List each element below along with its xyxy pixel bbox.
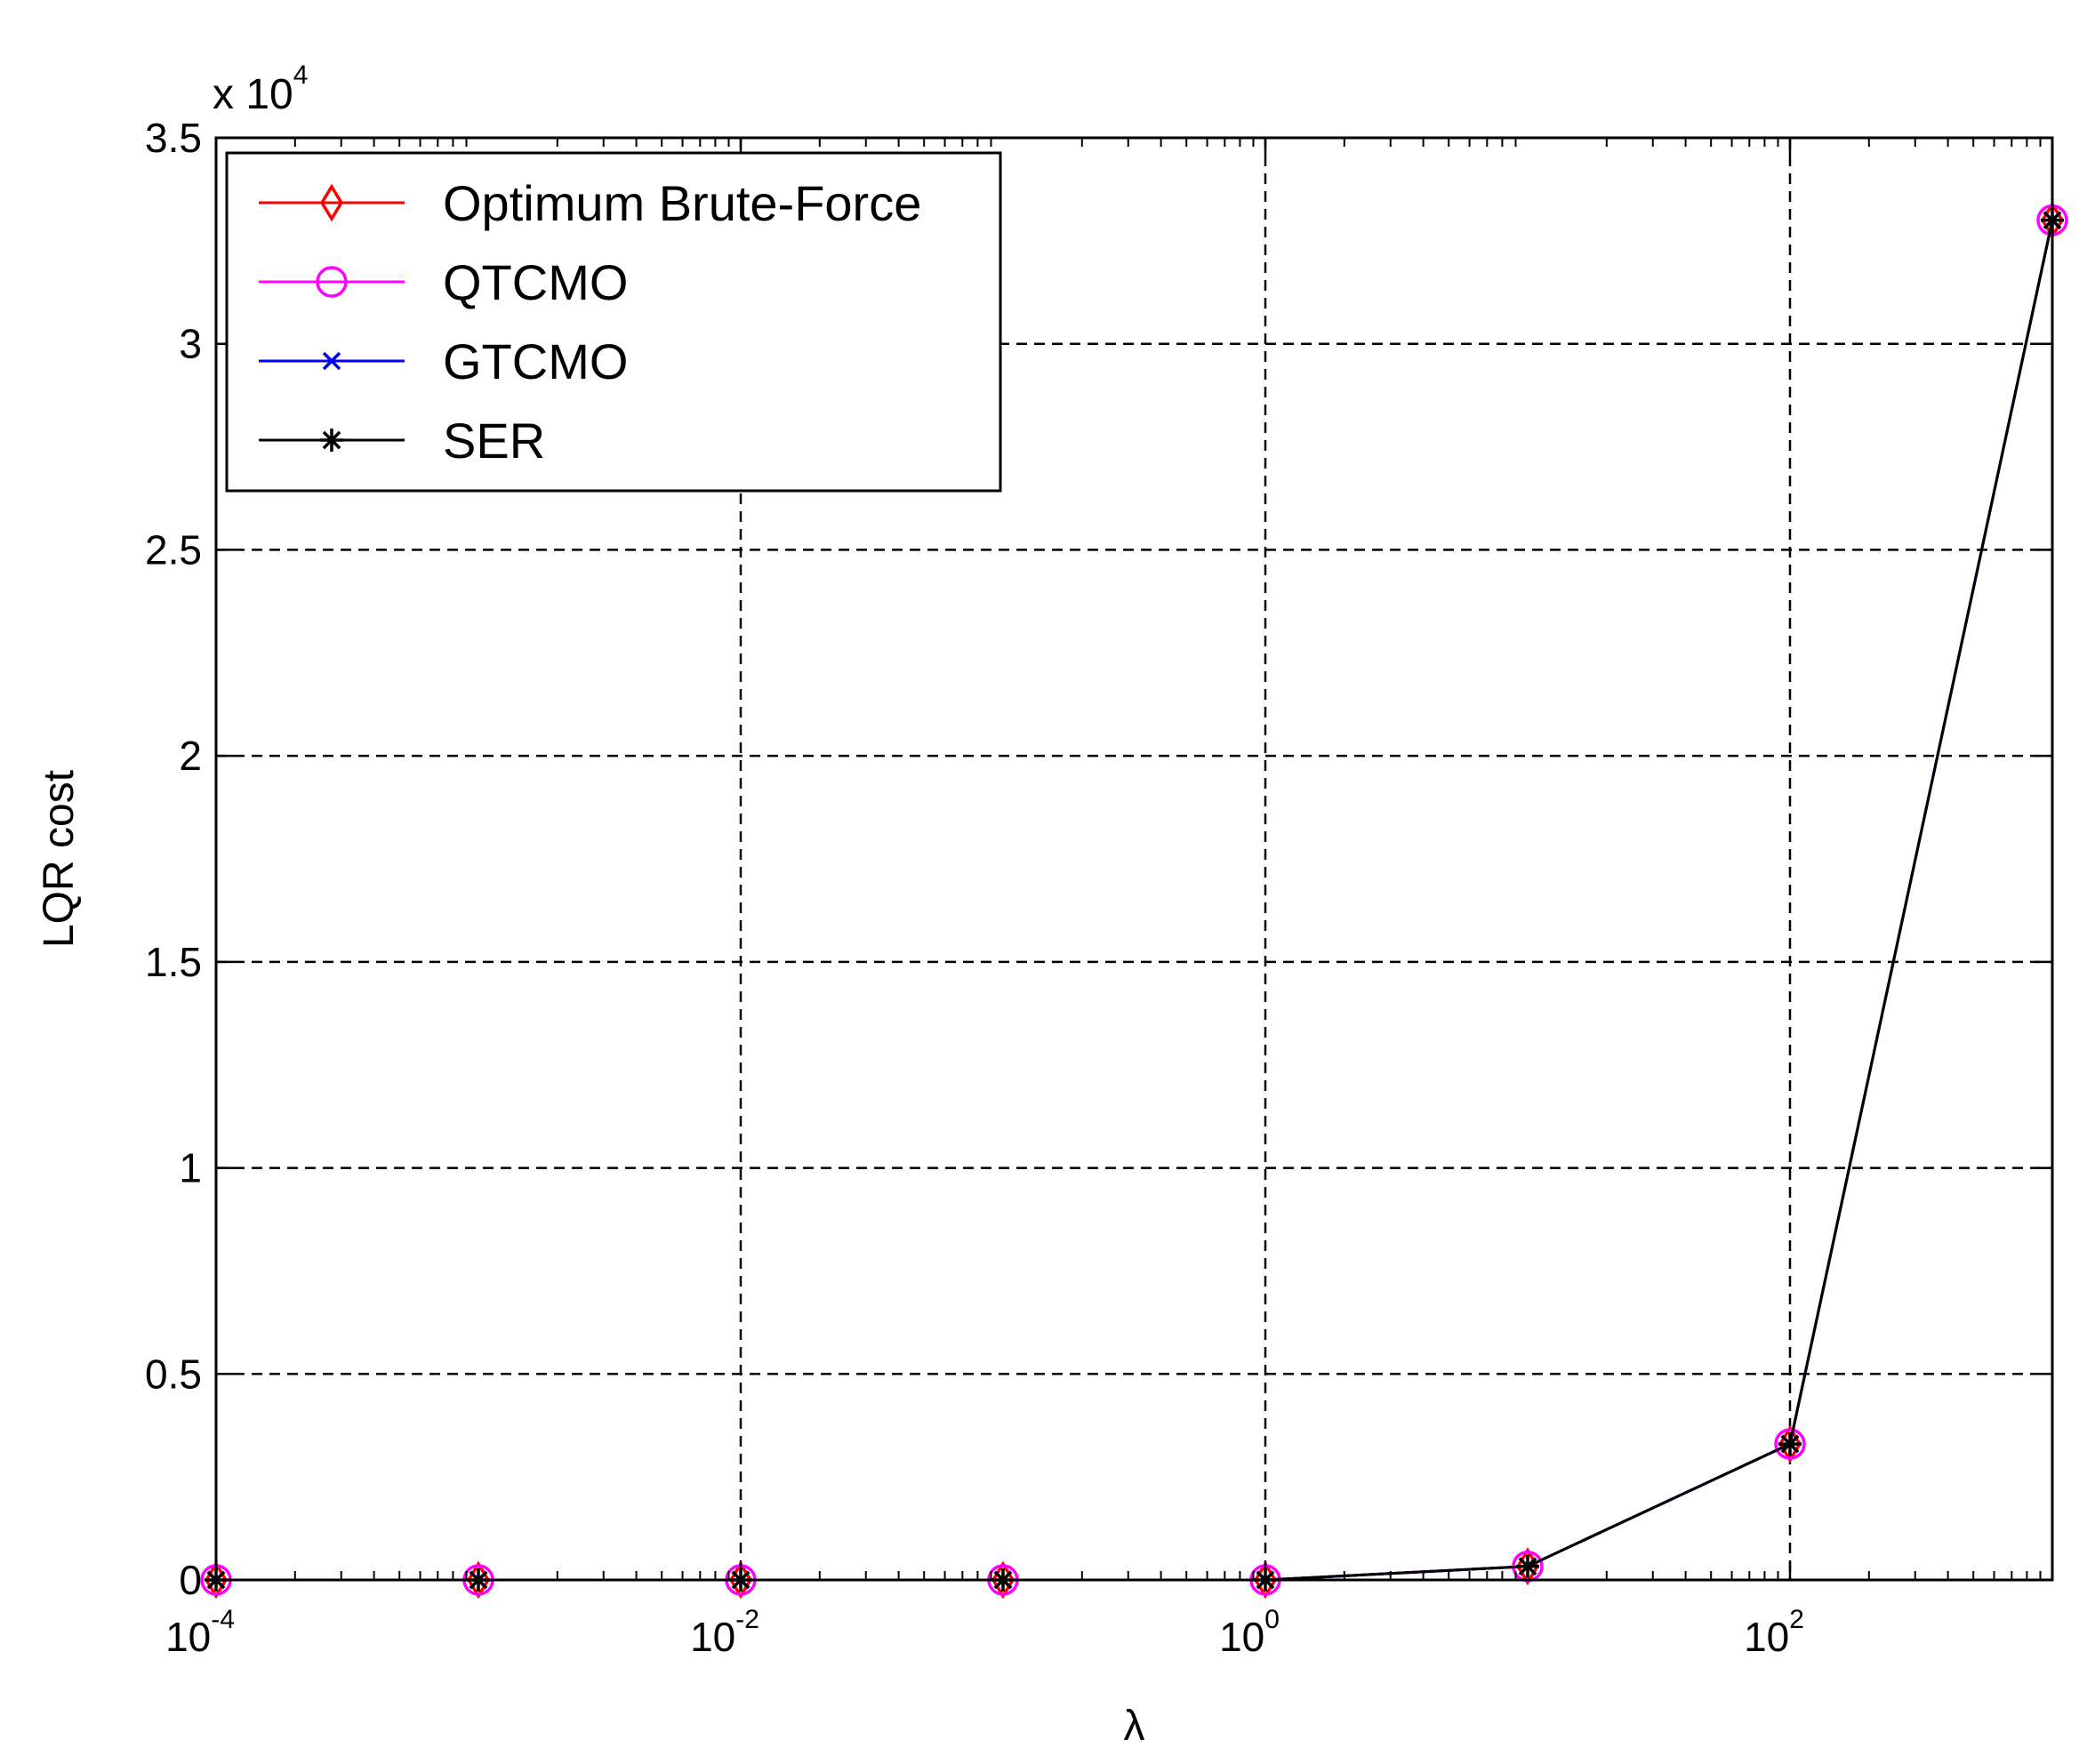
y-tick-labels: 0 0.5 1 1.5 2 2.5 3 3.5 [145,115,202,1603]
y-multiplier-base: x 10 [213,71,293,118]
x-tick-labels: 10-4 10-2 100 102 [165,1605,1804,1660]
legend-entry-2: GTCMO [259,333,628,389]
y-tick-label-3: 1.5 [145,939,202,985]
legend-marker [320,429,343,452]
legend-label: GTCMO [443,333,628,389]
y-tick-label-0: 0 [179,1557,202,1603]
y-tick-label-7: 3.5 [145,115,202,161]
x-tick-exponent: 0 [1264,1605,1280,1634]
x-tick-base: 10 [690,1614,735,1660]
x-tick-base: 10 [165,1614,211,1660]
legend-box [225,151,1002,493]
y-axis-label: LQR cost [36,770,83,948]
legend-marker [316,266,348,298]
data-point-3-6 [1778,1432,1802,1456]
x-tick-label-0: 10-4 [165,1605,235,1660]
legend: Optimum Brute-Force QTCMO GTCMO SER [225,151,1002,493]
legend-label: Optimum Brute-Force [443,175,921,231]
y-tick-label-6: 3 [179,321,202,367]
x-tick-exponent: -4 [211,1605,235,1634]
data-point-3-5 [1516,1554,1539,1578]
legend-label: SER [443,413,545,469]
y-tick-label-5: 2.5 [145,526,202,573]
legend-entry-3: SER [259,413,545,469]
x-tick-base: 10 [1744,1614,1789,1660]
y-axis-multiplier: x 104 [213,60,308,118]
y-tick-label-2: 1 [179,1145,202,1191]
x-tick-exponent: -2 [735,1605,759,1634]
x-tick-label-3: 102 [1744,1605,1804,1660]
y-multiplier-exponent: 4 [293,60,309,90]
x-axis-label: λ [1124,1703,1145,1750]
legend-marker [322,351,341,371]
x-tick-label-1: 10-2 [690,1605,759,1660]
x-tick-base: 10 [1219,1614,1264,1660]
plot-frame [214,136,2054,1582]
x-tick-exponent: 2 [1789,1605,1804,1634]
legend-marker [319,183,344,222]
legend-entry-0: Optimum Brute-Force [259,175,921,231]
y-tick-label-4: 2 [179,733,202,779]
data-point-1-6 [1774,1428,1806,1460]
y-tick-label-1: 0.5 [145,1351,202,1397]
legend-label: QTCMO [443,254,628,310]
legend-entry-1: QTCMO [259,254,628,310]
x-tick-label-2: 100 [1219,1605,1280,1660]
